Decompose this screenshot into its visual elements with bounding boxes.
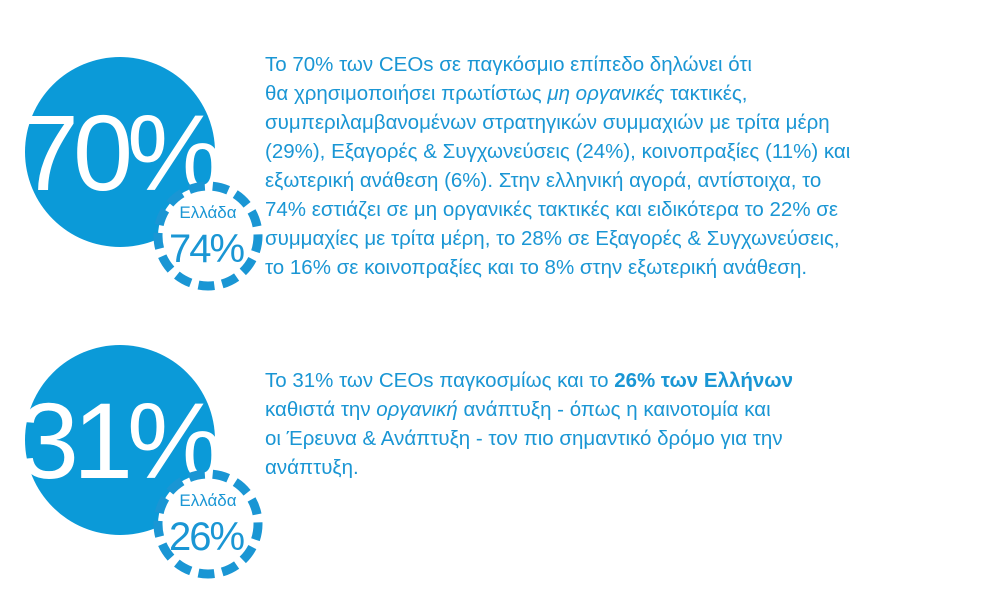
text-line: Το 70% των CEOs σε παγκόσμιο επίπεδο δηλ… xyxy=(265,50,850,79)
badge-label: Ελλάδα xyxy=(179,203,236,222)
text-line: συμμαχίες με τρίτα μέρη, το 28% σε Εξαγο… xyxy=(265,224,850,253)
badge-inner xyxy=(164,192,252,280)
text-run: (29%), Εξαγορές & Συγχωνεύσεις (24%), κο… xyxy=(265,140,851,163)
text-run: τακτικές, xyxy=(664,82,748,105)
badge-value: 74% xyxy=(169,227,244,271)
text-run: συμπεριλαμβανομένων στρατηγικών συμμαχιώ… xyxy=(265,111,830,134)
paragraph: Το 31% των CEOs παγκοσμίως και το 26% τω… xyxy=(265,366,793,482)
text-run: ανάπτυξη. xyxy=(265,456,359,479)
badge-inner xyxy=(164,480,252,568)
text-line: καθιστά την οργανική ανάπτυξη - όπως η κ… xyxy=(265,395,793,424)
text-line: (29%), Εξαγορές & Συγχωνεύσεις (24%), κο… xyxy=(265,137,850,166)
paragraph: Το 70% των CEOs σε παγκόσμιο επίπεδο δηλ… xyxy=(265,50,850,282)
italic-text: μη οργανικές xyxy=(547,82,665,105)
stat-block: 70% Ελλάδα 74% xyxy=(19,57,263,291)
text-run: οι Έρευνα & Ανάπτυξη - τον πιο σημαντικό… xyxy=(265,427,783,450)
text-run: συμμαχίες με τρίτα μέρη, το 28% σε Εξαγο… xyxy=(265,227,840,250)
text-line: 74% εστιάζει σε μη οργανικές τακτικές κα… xyxy=(265,195,850,224)
text-run: καθιστά την xyxy=(265,398,377,421)
stat-circle xyxy=(25,57,215,247)
text-run: Το 70% των CEOs σε παγκόσμιο επίπεδο δηλ… xyxy=(265,53,752,76)
badge-value: 26% xyxy=(169,515,244,559)
text-line: εξωτερική ανάθεση (6%). Στην ελληνική αγ… xyxy=(265,166,850,195)
text-line: το 16% σε κοινοπραξίες και το 8% στην εξ… xyxy=(265,253,850,282)
italic-text: οργανική xyxy=(376,398,458,421)
text-line: ανάπτυξη. xyxy=(265,453,793,482)
text-line: οι Έρευνα & Ανάπτυξη - τον πιο σημαντικό… xyxy=(265,424,793,453)
stat-block: 31% Ελλάδα 26% xyxy=(19,345,263,579)
text-run: θα χρησιμοποιήσει πρωτίστως xyxy=(265,82,548,105)
stat-circle xyxy=(25,345,215,535)
text-line: θα χρησιμοποιήσει πρωτίστως μη οργανικές… xyxy=(265,79,850,108)
text-run: ανάπτυξη - όπως η καινοτομία και xyxy=(457,398,771,421)
text-run: το 16% σε κοινοπραξίες και το 8% στην εξ… xyxy=(265,256,808,279)
bold-text: 26% των Ελλήνων xyxy=(614,369,794,392)
text-line: Το 31% των CEOs παγκοσμίως και το 26% τω… xyxy=(265,366,793,395)
badge-label: Ελλάδα xyxy=(179,491,236,510)
text-run: εξωτερική ανάθεση (6%). Στην ελληνική αγ… xyxy=(265,169,822,192)
text-run: 74% εστιάζει σε μη οργανικές τακτικές κα… xyxy=(265,198,839,221)
text-line: συμπεριλαμβανομένων στρατηγικών συμμαχιώ… xyxy=(265,108,850,137)
text-run: Το 31% των CEOs παγκοσμίως και το xyxy=(265,369,615,392)
